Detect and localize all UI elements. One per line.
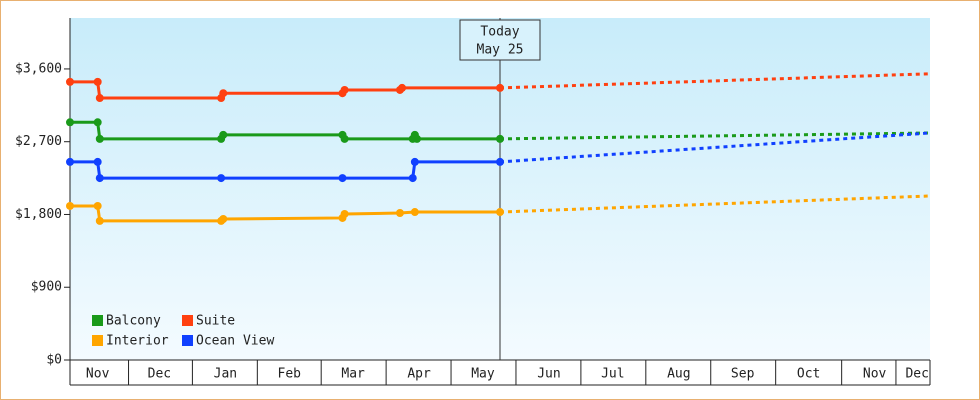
price-point (219, 214, 228, 223)
price-point (66, 77, 74, 86)
price-point (66, 157, 74, 166)
price-point (95, 134, 104, 143)
price-point (95, 216, 104, 225)
today-date: May 25 (477, 43, 524, 58)
price-point (338, 174, 347, 183)
x-tick-label: Mar (341, 367, 365, 382)
price-point (219, 89, 228, 98)
price-point (340, 134, 349, 143)
price-point (95, 174, 104, 183)
price-point (412, 134, 421, 143)
price-point (95, 94, 104, 103)
x-tick-label: Nov (86, 367, 110, 382)
price-point (496, 157, 504, 166)
legend-label: Suite (196, 314, 235, 329)
x-tick-label: Dec (148, 367, 171, 382)
legend-swatch (182, 315, 193, 326)
price-point (217, 174, 226, 183)
price-point (340, 85, 349, 94)
price-point (395, 209, 404, 218)
legend-label: Interior (106, 334, 169, 349)
price-point (66, 118, 74, 127)
price-point (93, 201, 102, 210)
y-tick-label: $900 (31, 280, 62, 295)
price-point (496, 83, 504, 92)
x-tick-label: Apr (407, 367, 431, 382)
price-point (496, 134, 504, 143)
price-point (93, 157, 102, 166)
today-box (459, 19, 541, 61)
price-point (410, 157, 419, 166)
price-point (408, 174, 417, 183)
price-point (66, 201, 74, 210)
x-tick-label: Sep (731, 367, 755, 382)
price-point (93, 77, 102, 86)
y-tick-label: $1,800 (15, 207, 62, 222)
today-label: Today (480, 25, 519, 40)
y-tick-label: $2,700 (15, 134, 62, 149)
price-point (496, 208, 504, 217)
x-tick-label: Dec (905, 367, 928, 382)
y-tick-label: $0 (46, 353, 62, 368)
x-tick-label: Nov (863, 367, 887, 382)
legend-swatch (92, 335, 103, 346)
x-tick-label: Feb (278, 367, 302, 382)
x-tick-label: Jun (537, 367, 560, 382)
price-point (398, 83, 407, 92)
x-tick-label: Jan (214, 367, 237, 382)
legend-swatch (92, 315, 103, 326)
price-point (410, 208, 419, 217)
y-tick-label: $3,600 (15, 61, 62, 76)
x-tick-label: Aug (667, 367, 690, 382)
price-line (70, 204, 500, 223)
price-point (93, 118, 102, 127)
x-tick-label: Jul (601, 367, 624, 382)
legend-swatch (182, 335, 193, 346)
x-tick-label: May (471, 367, 495, 382)
legend-label: Ocean View (196, 334, 274, 349)
price-point (219, 130, 228, 139)
price-point (340, 209, 349, 218)
legend-label: Balcony (106, 314, 161, 329)
x-tick-label: Oct (797, 367, 820, 382)
